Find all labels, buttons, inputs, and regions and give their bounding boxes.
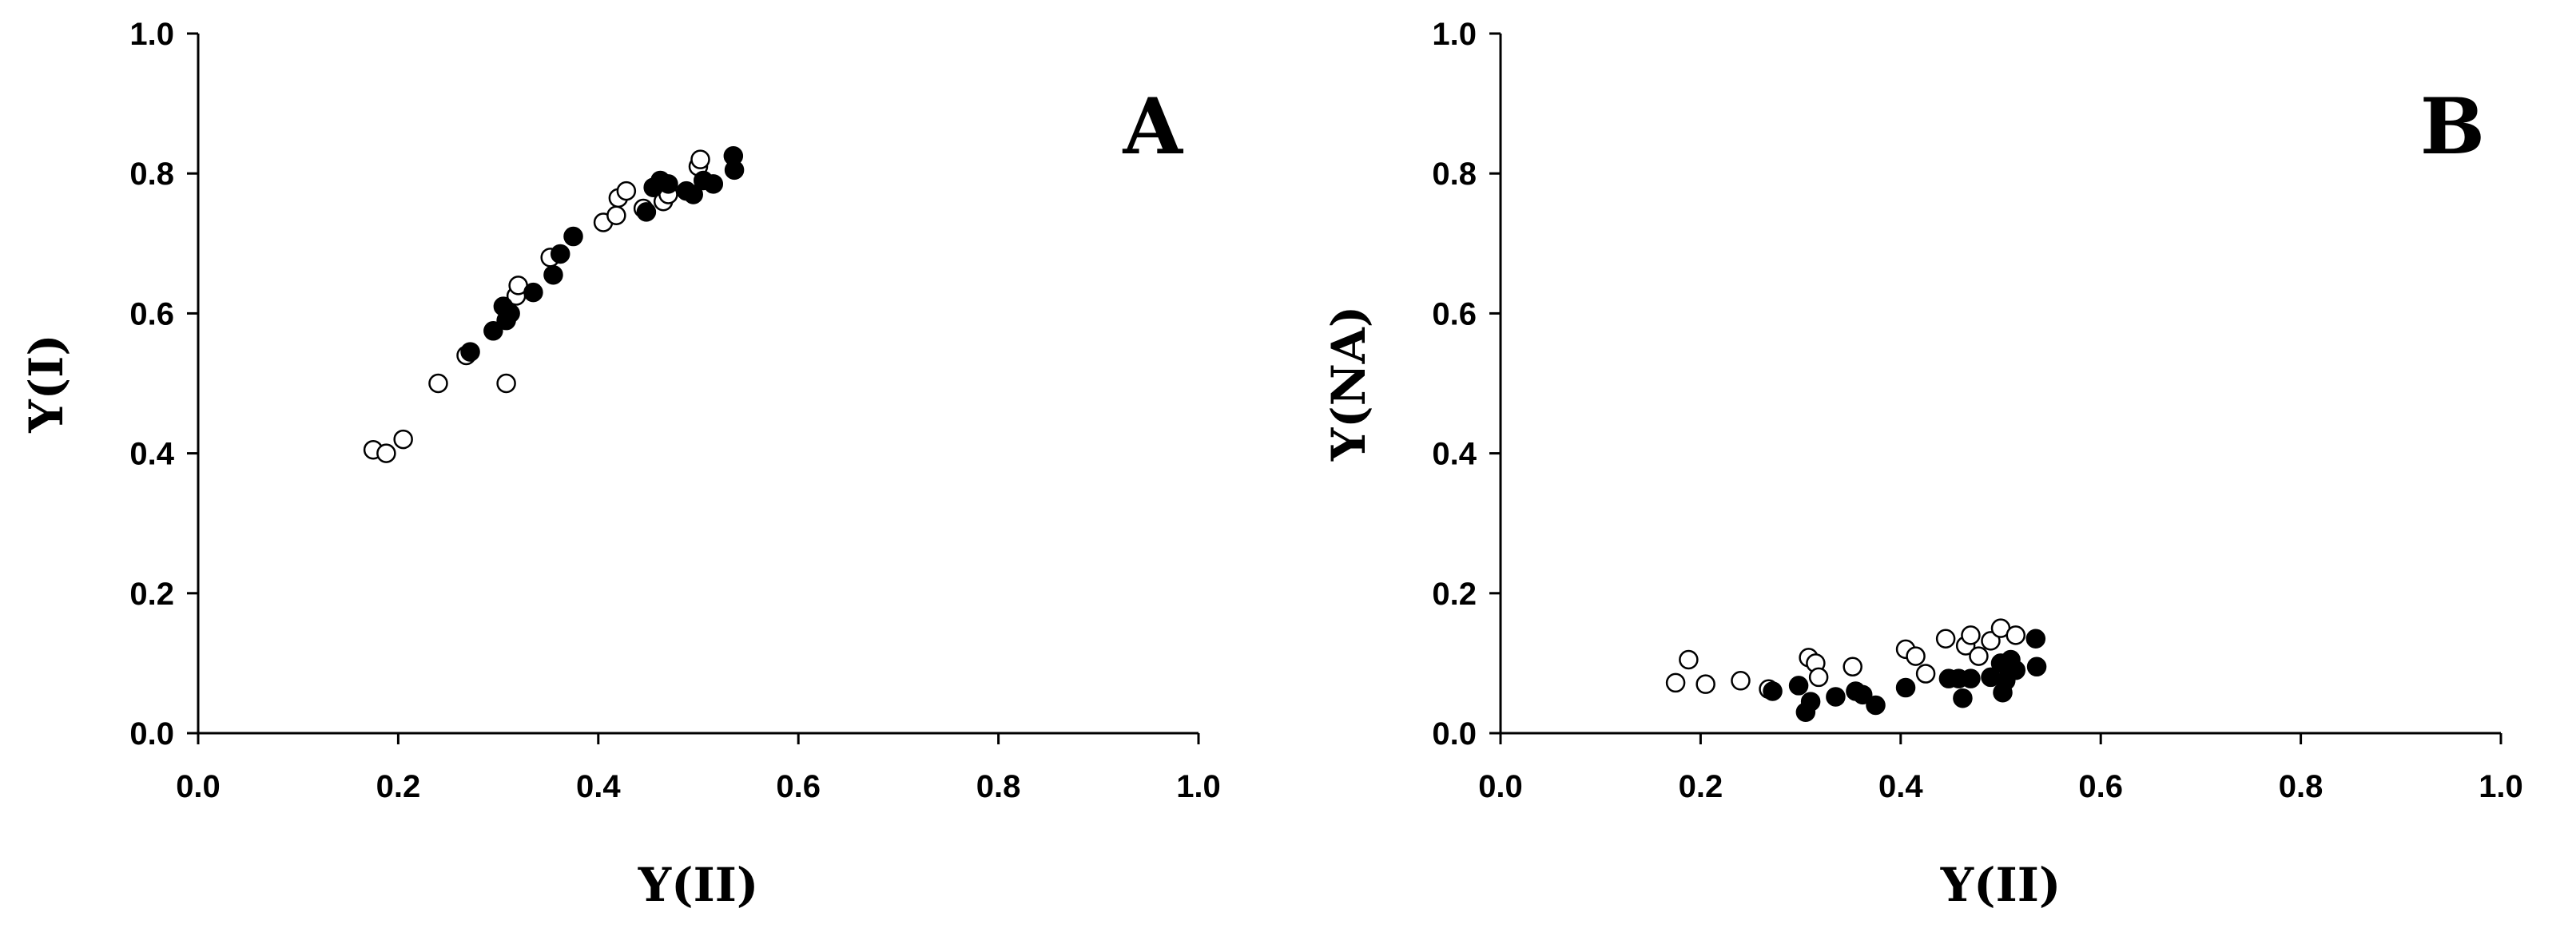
panel-b-filled-point [2026, 656, 2047, 677]
panel-b-x-tick-label: 0.2 [1679, 769, 1723, 804]
panel-a-x-tick-label: 0.4 [576, 769, 621, 804]
panel-a-x-axis-label: Y(II) [638, 858, 759, 912]
panel-b-filled-point [1895, 677, 1916, 698]
panel-a-open-point [616, 180, 637, 201]
panel-b-filled-point [2025, 629, 2046, 649]
panel-a-filled-point [658, 174, 678, 194]
panel-b-open-point [1981, 631, 2001, 651]
panel-a-open-point [393, 429, 413, 450]
panel-b-x-axis-label: Y(II) [1940, 858, 2061, 912]
panel-b-x-tick-label: 0.4 [1878, 769, 1923, 804]
panel-b-y-tick-label: 0.2 [1432, 577, 1477, 612]
panel-a-x-tick-label: 1.0 [1176, 769, 1221, 804]
panel-b-x-tick-label: 0.6 [2078, 769, 2123, 804]
panel-b-y-tick-label: 0.0 [1432, 716, 1477, 752]
panel-b-x-tick-label: 0.8 [2279, 769, 2324, 804]
panel-b-filled-point [1866, 695, 1886, 716]
panel-a-x-tick-label: 0.0 [176, 769, 221, 804]
panel-a-y-tick-label: 0.0 [129, 716, 174, 752]
panel-b-open-point [1665, 672, 1686, 693]
panel-a-filled-point [703, 174, 724, 194]
panel-b-open-point [1808, 667, 1829, 688]
panel-a-y-tick-label: 1.0 [129, 17, 174, 52]
panel-b-filled-point [1763, 681, 1783, 701]
scatter-panel-b: 0.0 0.2 0.4 0.6 0.8 1.0 0.0 0.2 0.4 0.6 0.8 1.0 Y(II… [1322, 17, 2523, 912]
panel-a-y-tick-label: 0.4 [129, 437, 174, 472]
panel-b-open-point [1843, 656, 1862, 677]
panel-b-open-point [1915, 664, 1936, 684]
panel-a-filled-point [483, 321, 503, 341]
panel-a-open-point [376, 443, 396, 463]
panel-a-filled-point [563, 226, 583, 247]
panel-b-x-tick-label: 0.0 [1478, 769, 1523, 804]
panel-a-y-tick-label: 0.8 [129, 157, 174, 192]
panel-a-y-axis-label: Y(I) [19, 334, 74, 433]
panel-b-open-point [1679, 649, 1699, 670]
panel-b-y-tick-label: 0.4 [1432, 437, 1477, 472]
panel-a-open-point [690, 149, 710, 169]
panel-a-open-point [606, 205, 626, 226]
panel-b-open-point [1961, 625, 1981, 645]
panel-a-filled-point [683, 184, 703, 204]
panel-b-filled-point [1826, 687, 1846, 707]
panel-b-filled-point [1961, 668, 1981, 688]
panel-b-open-point [1695, 674, 1715, 694]
panel-b-filled-point [1800, 692, 1821, 712]
panel-b-y-axis-label: Y(NA) [1322, 306, 1376, 462]
panel-b-y-tick-label: 0.6 [1432, 296, 1477, 331]
panel-a-filled-point [500, 303, 520, 323]
panel-b-open-point [1906, 646, 1926, 666]
panel-b-open-point [1935, 629, 1956, 649]
panel-b-y-tick-label: 1.0 [1432, 17, 1477, 52]
panel-a-y-tick-label: 0.6 [129, 296, 174, 331]
panel-b-filled-point [2006, 660, 2026, 680]
panel-b-letter: B [2420, 81, 2485, 172]
panel-a-open-point [428, 373, 448, 394]
panel-b-filled-point [1953, 688, 1973, 708]
panel-a-x-tick-label: 0.8 [976, 769, 1021, 804]
panel-a-filled-point [724, 160, 745, 180]
panel-a-filled-point [523, 282, 543, 303]
panel-a-y-tick-label: 0.2 [129, 577, 174, 612]
panel-b-x-tick-label: 1.0 [2479, 769, 2523, 804]
panel-b-y-tick-label: 0.8 [1432, 157, 1477, 192]
panel-b-open-point [2006, 625, 2026, 645]
scatter-panel-a: 0.0 0.2 0.4 0.6 0.8 1.0 0.0 0.2 0.4 0.6 0.8 1.0 Y(II… [19, 17, 1221, 912]
panel-a-filled-point [460, 342, 480, 362]
panel-b-filled-point [1788, 676, 1809, 696]
panel-b-open-point [1969, 646, 1989, 666]
panel-a-filled-point [636, 202, 657, 222]
panel-a-filled-point [550, 244, 570, 264]
panel-a-x-tick-label: 0.2 [376, 769, 421, 804]
panel-a-x-tick-label: 0.6 [776, 769, 821, 804]
panel-a-letter: A [1123, 81, 1184, 172]
panel-a-open-point [496, 373, 516, 394]
panel-a-filled-point [543, 264, 563, 285]
panel-b-filled-point [1852, 684, 1873, 705]
panel-b-open-point [1731, 671, 1751, 691]
